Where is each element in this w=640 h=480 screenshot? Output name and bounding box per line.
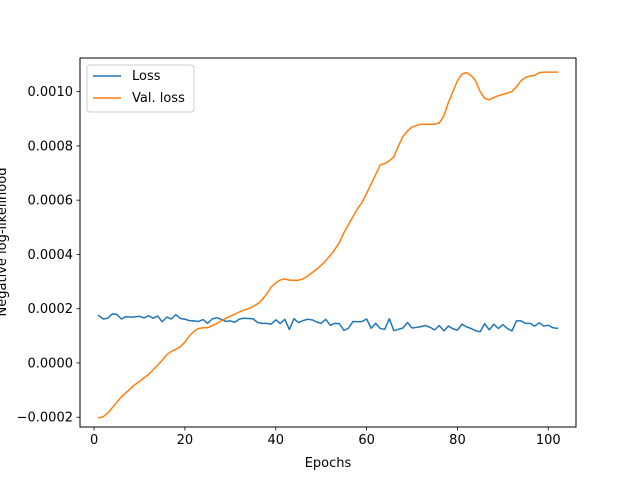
x-tick-label: 40 bbox=[267, 433, 284, 448]
y-axis: −0.0002 0.0000 0.0002 0.0004 0.0006 0.0008 0.0… bbox=[17, 85, 80, 426]
y-tick-label: 0.0000 bbox=[28, 356, 74, 371]
legend-label-loss: Loss bbox=[132, 69, 161, 84]
legend: Loss Val. loss bbox=[86, 64, 195, 113]
y-tick-label: 0.0008 bbox=[28, 139, 74, 154]
y-tick-label: 0.0002 bbox=[28, 302, 74, 317]
x-tick-label: 80 bbox=[449, 433, 466, 448]
x-tick-label: 20 bbox=[177, 433, 194, 448]
plot-frame bbox=[79, 57, 577, 428]
x-axis: 0 20 40 60 80 100 bbox=[90, 427, 561, 448]
y-tick-label: 0.0006 bbox=[28, 194, 74, 209]
y-axis-label: Negative log-likelihood bbox=[0, 168, 10, 317]
x-axis-label: Epochs bbox=[305, 456, 352, 471]
series-line-loss bbox=[97, 313, 559, 333]
x-tick-label: 60 bbox=[358, 433, 375, 448]
x-tick-label: 0 bbox=[90, 433, 98, 448]
y-tick-label: −0.0002 bbox=[17, 411, 73, 426]
series-line-val-loss bbox=[97, 71, 559, 419]
y-tick-label: 0.0004 bbox=[28, 248, 74, 263]
y-tick-label: 0.0010 bbox=[28, 85, 74, 100]
x-tick-label: 100 bbox=[536, 433, 561, 448]
legend-label-val-loss: Val. loss bbox=[132, 91, 185, 106]
series-layer bbox=[97, 71, 559, 419]
